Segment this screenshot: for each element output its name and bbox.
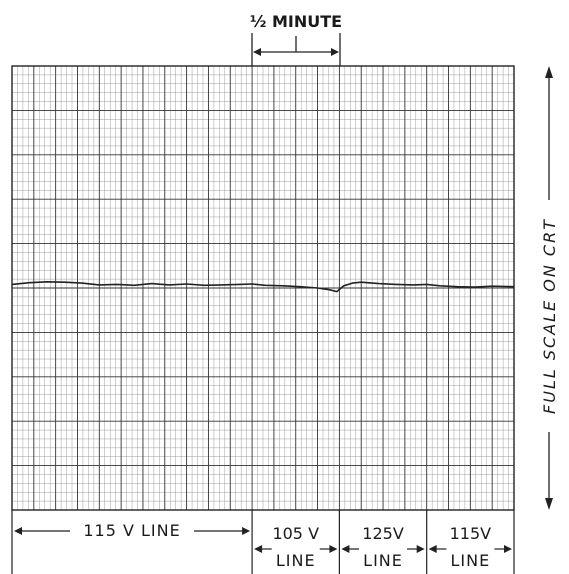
segment-labels: 115 V LINE 105 V LINE 125V LINE 115V LINE — [83, 521, 491, 570]
segment-label-line: LINE — [276, 551, 316, 570]
time-scale-label: ½ MINUTE — [250, 12, 342, 31]
segment-label-value: 115V — [450, 524, 492, 543]
segment-label-value: 105 V — [272, 524, 319, 543]
segment-arrowhead — [14, 527, 22, 535]
data-trace — [11, 280, 515, 293]
segment-arrowhead — [242, 527, 251, 535]
segment-arrowhead — [504, 545, 512, 553]
segment-arrowhead — [329, 545, 338, 553]
segment-label: 115 V LINE — [83, 521, 180, 540]
segment-label-line: LINE — [450, 551, 490, 570]
full-scale-label: FULL SCALE ON CRT — [540, 218, 559, 414]
segment-arrowhead — [428, 545, 437, 553]
segment-label-value: 125V — [362, 524, 404, 543]
segment-dividers — [11, 510, 515, 574]
segment-arrowhead — [254, 545, 263, 553]
segment-label-line: LINE — [363, 551, 403, 570]
segment-arrowhead — [341, 545, 350, 553]
segment-arrowhead — [416, 545, 425, 553]
segment-arrows — [14, 527, 512, 553]
plot-frame — [11, 65, 515, 511]
time-scale-bracket — [251, 33, 341, 66]
full-scale-bracket — [545, 66, 553, 510]
